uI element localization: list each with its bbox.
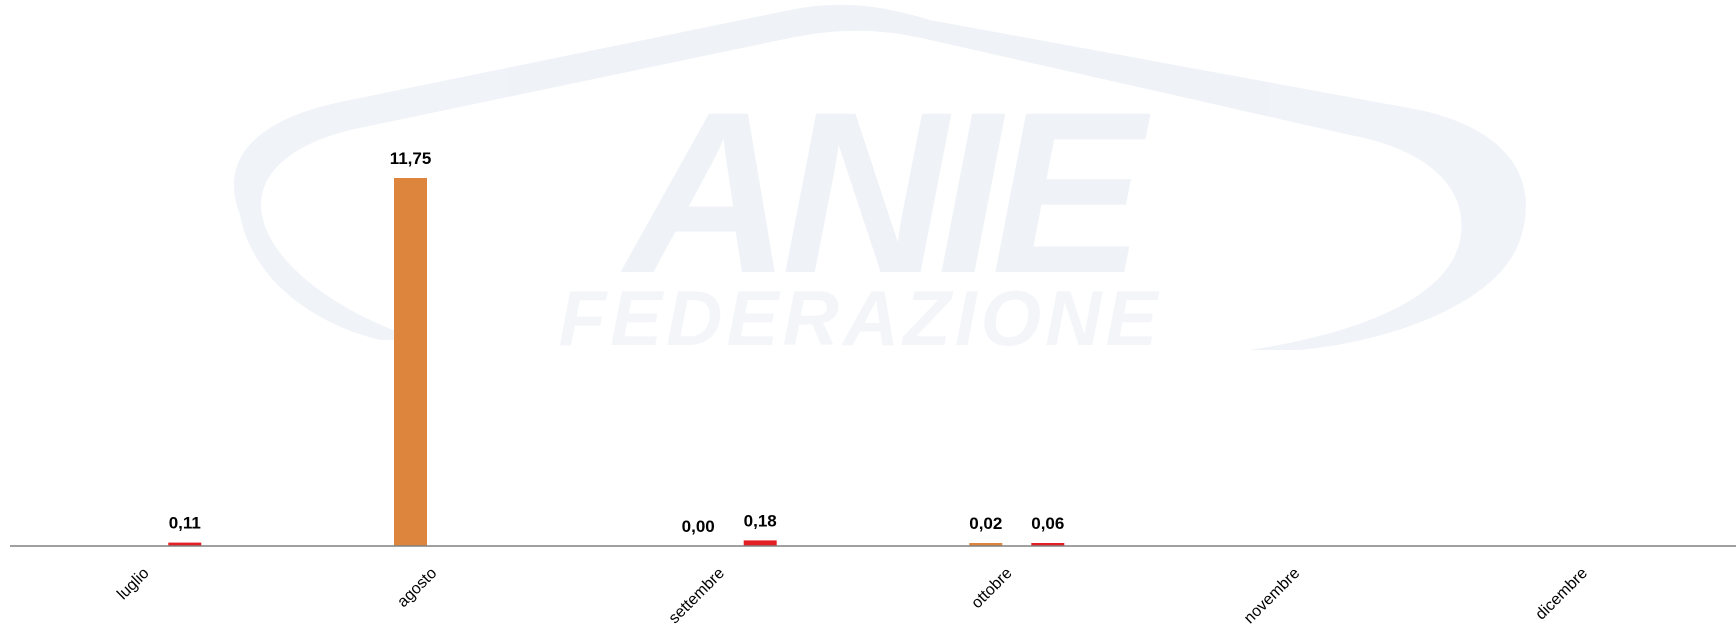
watermark-subtitle: FEDERAZIONE	[558, 274, 1161, 362]
data-label-1-settembre: 0,18	[744, 511, 777, 530]
watermark-swoosh	[233, 4, 1526, 351]
data-label-0-ottobre: 0,02	[969, 514, 1002, 533]
x-tick-label-novembre: novembre	[1241, 565, 1303, 627]
x-tick-label-agosto: agosto	[394, 565, 440, 611]
anie-watermark-logo: ANIE FEDERAZIONE	[233, 4, 1526, 362]
bar-1-ottobre	[1031, 543, 1065, 546]
bar-0-ottobre	[969, 543, 1003, 546]
bar-1-luglio	[168, 542, 202, 546]
x-tick-label-settembre: settembre	[666, 565, 728, 627]
bar-1-settembre	[743, 540, 777, 546]
data-label-0-settembre: 0,00	[682, 517, 715, 536]
tick-labels-layer: luglio agosto settembre ottobre novembre dice…	[114, 565, 1591, 627]
data-label-1-ottobre: 0,06	[1031, 514, 1064, 533]
data-label-0-agosto: 11,75	[390, 149, 432, 168]
bars-layer	[168, 178, 1065, 546]
labels-layer: 11,75 0,00 0,02 0,11 0,18 0,06	[169, 149, 1065, 536]
watermark-brand: ANIE	[620, 64, 1151, 321]
bar-0-agosto	[394, 178, 427, 546]
x-tick-label-luglio: luglio	[114, 565, 153, 604]
x-tick-label-dicembre: dicembre	[1532, 565, 1591, 624]
data-label-1-luglio: 0,11	[169, 514, 201, 533]
x-tick-label-ottobre: ottobre	[968, 565, 1015, 612]
